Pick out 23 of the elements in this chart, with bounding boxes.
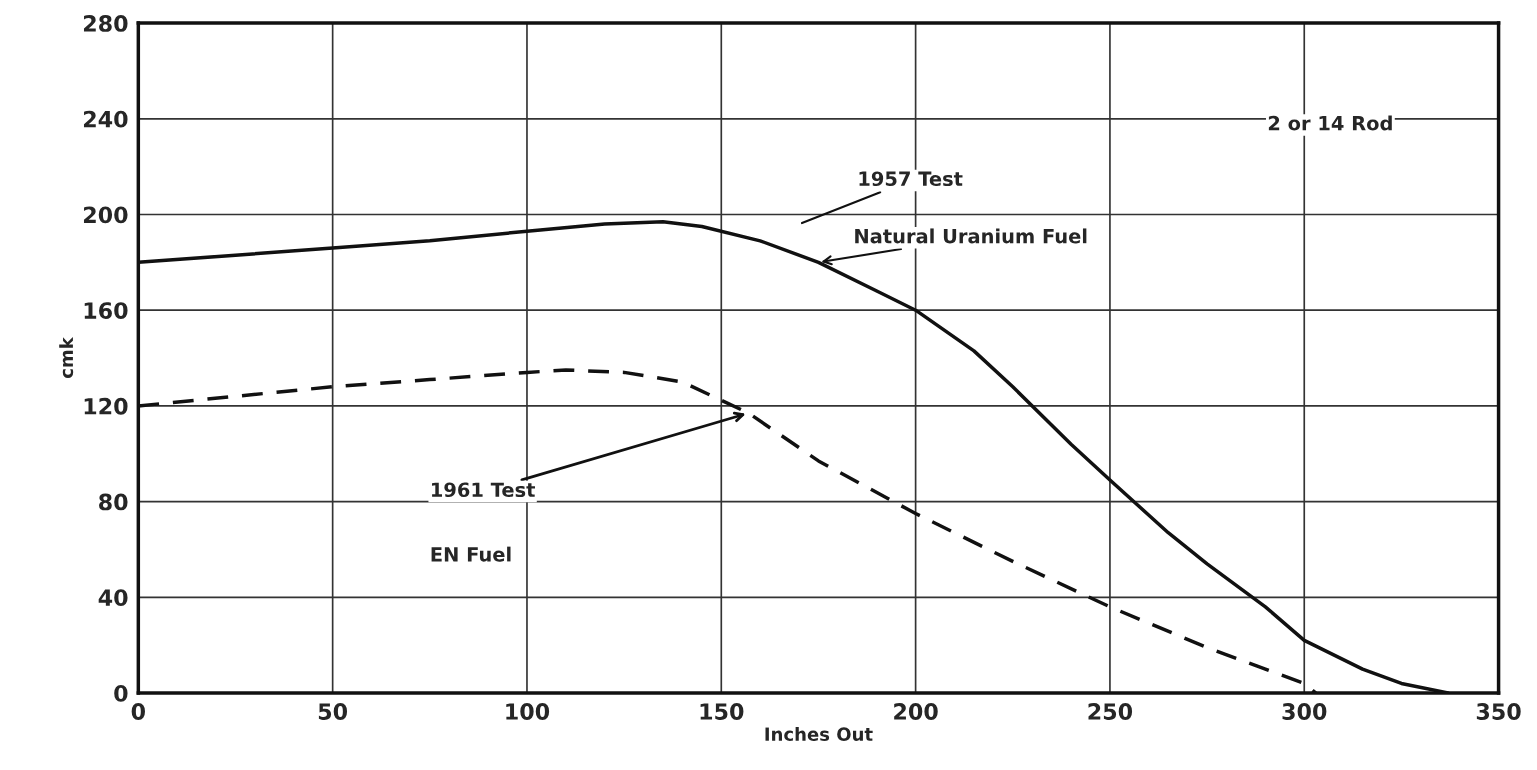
- y-tick-label: 80: [99, 493, 128, 511]
- annotation: 1961 Test: [432, 482, 535, 498]
- y-tick-label: 280: [83, 15, 128, 32]
- annotation: 2 or 14 Rod: [1268, 115, 1392, 131]
- y-tick-label: 0: [114, 684, 128, 702]
- x-tick-label: 300: [1282, 703, 1327, 720]
- y-tick-label: 120: [84, 397, 128, 415]
- annotation: 1957 Test: [859, 171, 963, 187]
- y-tick-label: 40: [98, 589, 128, 607]
- x-axis-title: Inches Out: [765, 727, 873, 741]
- y-axis-title: cmk: [59, 336, 74, 379]
- annotation: Natural Uranium Fuel: [855, 228, 1087, 244]
- y-tick-label: 160: [84, 302, 128, 319]
- x-tick-label: 150: [700, 703, 744, 720]
- x-tick-label: 250: [1088, 703, 1133, 720]
- x-tick-label: 200: [894, 703, 938, 720]
- annotation: EN Fuel: [431, 546, 511, 562]
- x-tick-label: 0: [131, 703, 145, 720]
- x-tick-label: 100: [506, 703, 550, 720]
- x-tick-label: 50: [318, 703, 348, 720]
- x-tick-label: 350: [1476, 703, 1521, 720]
- y-tick-label: 200: [83, 206, 128, 224]
- y-tick-label: 240: [83, 110, 128, 128]
